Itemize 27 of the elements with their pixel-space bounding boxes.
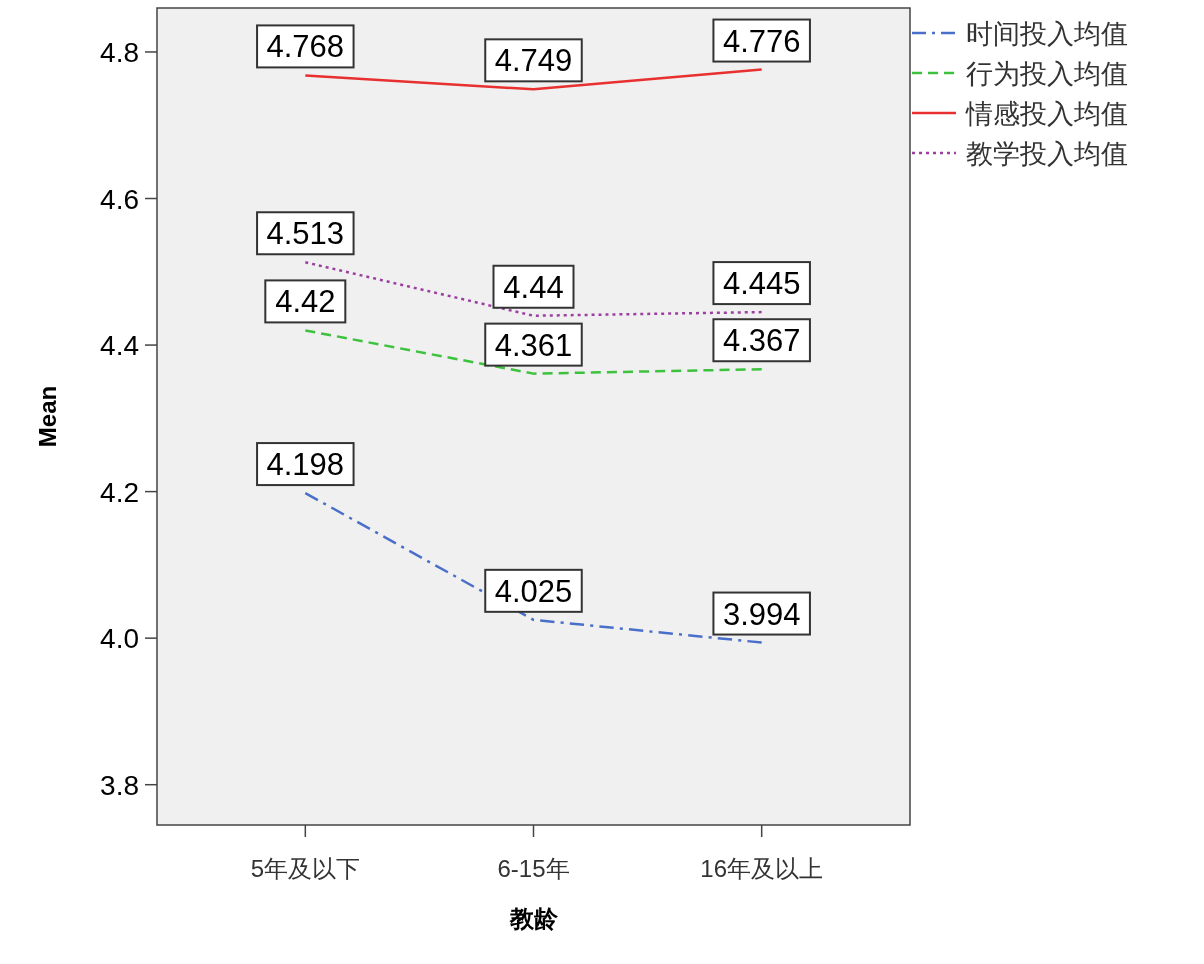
y-tick-label: 4.4	[100, 330, 139, 362]
data-label: 4.445	[722, 266, 801, 302]
x-tick-label: 6-15年	[497, 855, 570, 882]
data-label: 4.749	[494, 43, 573, 79]
data-label: 4.361	[494, 327, 573, 363]
data-label: 4.513	[266, 216, 345, 252]
y-tick-label: 4.8	[100, 36, 139, 68]
legend-label: 情感投入均值	[965, 99, 1128, 129]
y-tick-label: 3.8	[100, 769, 139, 801]
legend-label: 行为投入均值	[966, 59, 1128, 89]
x-axis-title: 教龄	[508, 905, 559, 932]
y-tick-label: 4.2	[100, 476, 139, 508]
x-tick-label: 5年及以下	[250, 855, 360, 882]
y-axis-title: Mean	[34, 385, 61, 448]
data-label: 4.367	[722, 323, 801, 359]
legend-label: 教学投入均值	[966, 139, 1128, 169]
data-label: 3.994	[722, 596, 801, 632]
y-tick-label: 4.0	[100, 623, 139, 655]
legend-label: 时间投入均值	[966, 19, 1128, 49]
data-label: 4.44	[503, 269, 564, 305]
data-label: 4.768	[266, 29, 345, 65]
data-label: 4.198	[266, 447, 345, 483]
data-label: 4.776	[722, 23, 801, 59]
y-tick-label: 4.6	[100, 183, 139, 215]
data-label: 4.025	[494, 573, 573, 609]
data-label: 4.42	[275, 284, 336, 320]
x-tick-label: 16年及以上	[700, 855, 824, 882]
